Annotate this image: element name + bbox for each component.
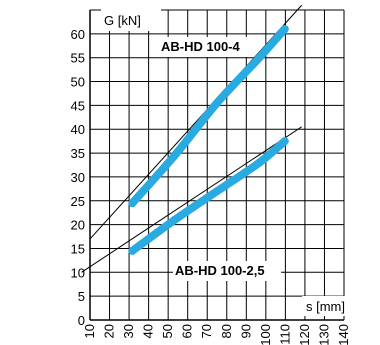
ylabel-bg — [101, 9, 161, 31]
y-tick-label: 20 — [71, 218, 85, 233]
x-tick-label: 110 — [277, 324, 292, 345]
x-tick-label: 130 — [316, 324, 331, 345]
y-tick-label: 35 — [71, 146, 85, 161]
series-line-1 — [128, 137, 289, 255]
x-tick-label: 80 — [219, 324, 234, 338]
series-1-point-1 — [170, 215, 179, 224]
series-0-point-2 — [213, 99, 221, 107]
series-1-point-0 — [128, 246, 137, 255]
series-label-ab-hd-100-4: AB-HD 100-4 — [161, 39, 241, 54]
y-tick-label: 55 — [71, 51, 85, 66]
y-tick-label: 40 — [71, 122, 85, 137]
extension-line-1 — [81, 126, 302, 273]
x-tick-label: 140 — [336, 324, 351, 345]
x-tick-label: 70 — [199, 324, 214, 338]
y-tick-label: 50 — [71, 75, 85, 90]
series-0-point-3 — [255, 53, 264, 62]
series-label-ab-hd-100-2-5: AB-HD 100-2,5 — [175, 263, 265, 278]
series-label-bg-1 — [173, 261, 281, 281]
y-tick-label: 45 — [71, 98, 85, 113]
x-tick-label: 20 — [102, 324, 117, 338]
series-1-point-4 — [280, 137, 289, 146]
x-tick-label: 120 — [297, 324, 312, 345]
x-tick-label: 60 — [180, 324, 195, 338]
x-tick-label: 10 — [82, 324, 97, 338]
labels: G [kN] s [mm] AB-HD 100-4 AB-HD 100-2,5 — [101, 9, 352, 316]
x-axis-label: s [mm] — [306, 299, 345, 314]
y-tick-label: 5 — [78, 289, 85, 304]
y-tick-label: 25 — [71, 194, 85, 209]
x-tick-label: 90 — [238, 324, 253, 338]
series-layer — [128, 25, 289, 255]
grid — [89, 9, 345, 321]
y-tick-label: 0 — [78, 313, 85, 328]
y-axis-label: G [kN] — [104, 13, 141, 28]
x-tick-label: 30 — [121, 324, 136, 338]
ticks: 0 5 10 15 20 25 30 35 40 45 50 55 60 10 20 30 40 50 60 70 80… — [71, 27, 351, 345]
series-0-point-0 — [128, 199, 137, 208]
series-1-point-2 — [213, 187, 221, 196]
y-tick-label: 30 — [71, 170, 85, 185]
xlabel-bg — [302, 296, 352, 316]
x-tick-label: 100 — [258, 324, 273, 345]
series-0-point-4 — [280, 25, 289, 34]
x-tick-label: 50 — [160, 324, 175, 338]
x-tick-label: 40 — [141, 324, 156, 338]
series-label-bg-0 — [159, 37, 253, 57]
y-tick-label: 15 — [71, 241, 85, 256]
y-tick-label: 60 — [71, 27, 85, 42]
series-1-point-3 — [255, 158, 264, 167]
y-tick-label: 10 — [71, 265, 85, 280]
series-0-point-1 — [170, 151, 179, 160]
